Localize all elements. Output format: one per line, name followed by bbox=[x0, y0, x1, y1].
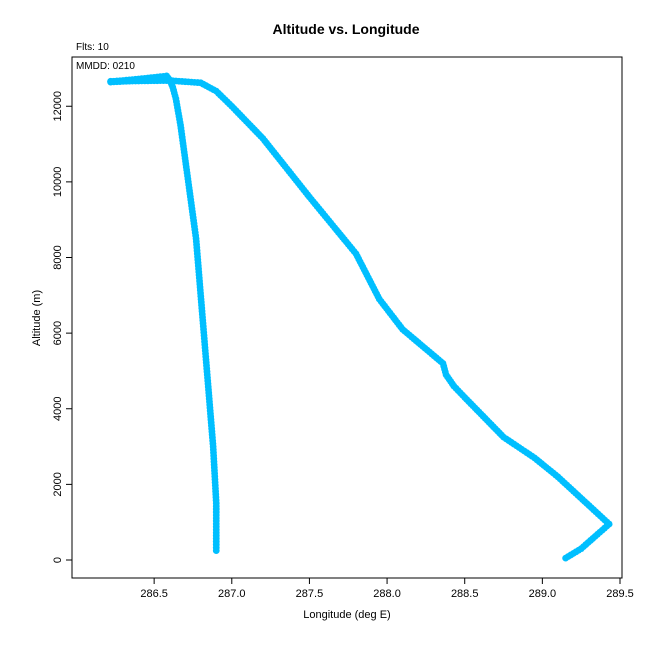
y-tick-label: 6000 bbox=[52, 321, 64, 345]
x-tick-label: 287.5 bbox=[296, 588, 324, 600]
date-annotation: MMDD: 0210 bbox=[76, 61, 135, 72]
y-tick-label: 8000 bbox=[52, 245, 64, 269]
x-tick-label: 289.0 bbox=[529, 588, 557, 600]
y-tick-label: 4000 bbox=[52, 397, 64, 421]
flights-annotation: Flts: 10 bbox=[76, 42, 109, 53]
y-tick-label: 10000 bbox=[52, 167, 64, 198]
x-tick-label: 289.5 bbox=[606, 588, 634, 600]
y-tick-label: 0 bbox=[52, 557, 64, 563]
data-points bbox=[107, 72, 613, 562]
x-tick-label: 287.0 bbox=[218, 588, 246, 600]
x-tick-label: 286.5 bbox=[140, 588, 168, 600]
x-tick-label: 288.0 bbox=[373, 588, 401, 600]
x-tick-label: 288.5 bbox=[451, 588, 479, 600]
y-tick-label: 2000 bbox=[52, 472, 64, 496]
chart-title: Altitude vs. Longitude bbox=[273, 21, 420, 37]
x-axis-label: Longitude (deg E) bbox=[303, 609, 390, 621]
x-axis: 286.5 287.0 287.5 288.0 288.5 289.0 289.5 bbox=[140, 577, 634, 600]
y-axis-label: Altitude (m) bbox=[31, 290, 43, 346]
data-point bbox=[562, 554, 570, 562]
y-tick-label: 12000 bbox=[52, 91, 64, 122]
y-axis: 0 2000 4000 6000 8000 10000 12000 bbox=[52, 91, 73, 563]
